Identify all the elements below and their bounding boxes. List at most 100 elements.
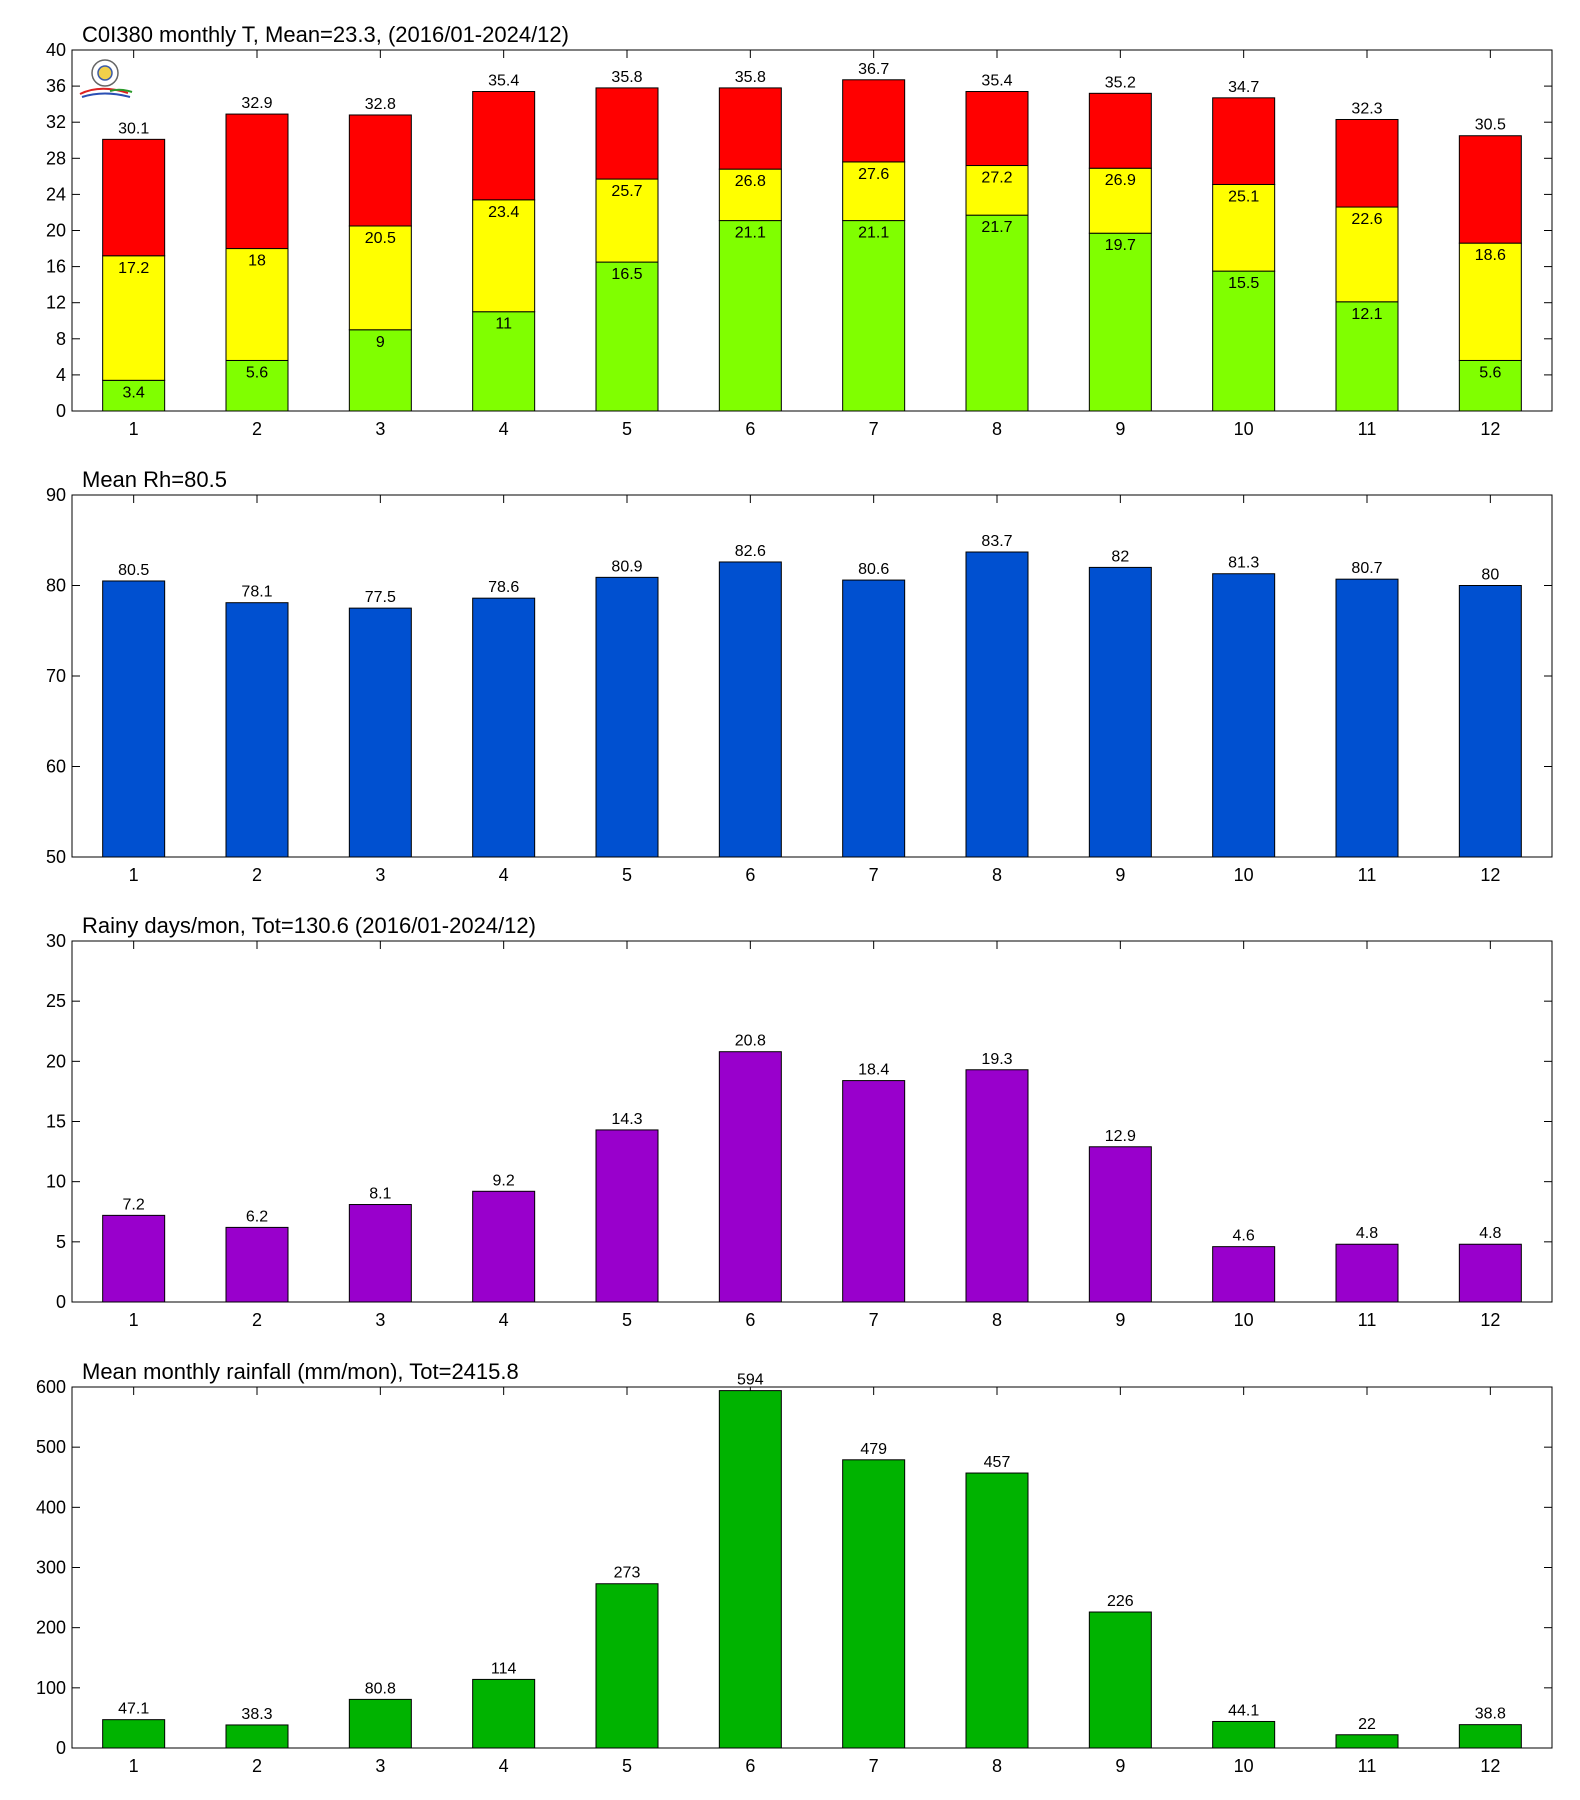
x-tick-label: 3	[375, 1310, 385, 1330]
bar	[1458, 1243, 1522, 1303]
y-tick-label: 50	[46, 847, 66, 867]
y-tick-label: 32	[46, 112, 66, 132]
y-tick-label: 40	[46, 40, 66, 60]
x-tick-label: 4	[499, 865, 509, 885]
bar	[718, 1390, 782, 1749]
bar	[595, 1129, 659, 1303]
bar	[842, 1459, 906, 1749]
bar-segment-max	[595, 87, 659, 180]
bar-segment-mean	[595, 178, 659, 263]
bar-segment-mean	[348, 225, 412, 331]
y-tick-label: 15	[46, 1112, 66, 1132]
x-tick-label: 6	[745, 1310, 755, 1330]
x-tick-label: 2	[252, 1310, 262, 1330]
bar-segment-max	[1458, 135, 1522, 244]
bar	[965, 1069, 1029, 1303]
x-tick-label: 1	[129, 419, 139, 439]
bar-segment-min	[718, 220, 782, 412]
bar-segment-max	[718, 87, 782, 170]
bar	[1335, 578, 1399, 858]
x-tick-label: 10	[1234, 1756, 1254, 1776]
data-label: 479	[860, 1441, 887, 1458]
bar	[1212, 1720, 1276, 1749]
y-tick-label: 12	[46, 293, 66, 313]
x-tick-label: 8	[992, 1310, 1002, 1330]
data-label: 80.8	[365, 1680, 396, 1697]
data-label-mean: 20.5	[365, 230, 396, 247]
data-label-max: 36.7	[858, 61, 889, 78]
data-label: 80.7	[1351, 560, 1382, 577]
bar	[842, 1080, 906, 1303]
data-label: 14.3	[611, 1111, 642, 1128]
x-tick-label: 7	[869, 1756, 879, 1776]
data-label: 7.2	[123, 1196, 145, 1213]
plot-area-frame	[71, 494, 1553, 858]
bar	[102, 1214, 166, 1303]
bar-segment-max	[102, 138, 166, 257]
x-tick-label: 5	[622, 1310, 632, 1330]
data-label: 47.1	[118, 1701, 149, 1718]
data-label-max: 35.4	[981, 73, 1012, 90]
bar	[718, 561, 782, 858]
x-tick-label: 5	[622, 865, 632, 885]
y-tick-label: 200	[36, 1618, 66, 1638]
data-label: 594	[737, 1372, 764, 1389]
x-tick-label: 11	[1358, 1310, 1377, 1330]
x-tick-label: 10	[1234, 419, 1254, 439]
x-tick-label: 9	[1115, 1756, 1125, 1776]
data-label-min: 5.6	[246, 364, 268, 381]
x-tick-label: 4	[499, 1756, 509, 1776]
bar-segment-min	[472, 311, 536, 412]
bar	[1458, 1724, 1522, 1749]
x-tick-label: 3	[375, 865, 385, 885]
bar-segment-max	[1335, 118, 1399, 208]
data-label: 9.2	[493, 1172, 515, 1189]
y-tick-label: 16	[46, 257, 66, 277]
bar	[225, 1226, 289, 1303]
x-tick-label: 6	[745, 419, 755, 439]
bar	[965, 551, 1029, 858]
y-tick-label: 4	[56, 365, 66, 385]
logo-swoosh-green	[109, 88, 133, 93]
chart-title: Mean monthly rainfall (mm/mon), Tot=2415…	[82, 1359, 519, 1384]
x-tick-label: 5	[622, 1756, 632, 1776]
data-label: 80.6	[858, 561, 889, 578]
data-label-max: 35.8	[611, 69, 642, 86]
data-label-mean: 26.9	[1105, 172, 1136, 189]
data-label: 80	[1481, 567, 1499, 584]
data-label: 78.6	[488, 579, 519, 596]
data-label: 18.4	[858, 1062, 889, 1079]
x-tick-label: 8	[992, 419, 1002, 439]
data-label-mean: 18	[248, 253, 266, 270]
bar	[472, 1678, 536, 1749]
x-tick-label: 1	[129, 865, 139, 885]
data-label: 8.1	[369, 1186, 391, 1203]
x-tick-label: 3	[375, 1756, 385, 1776]
bar-segment-mean	[225, 248, 289, 361]
data-label: 77.5	[365, 589, 396, 606]
x-tick-label: 8	[992, 865, 1002, 885]
x-tick-label: 10	[1234, 865, 1254, 885]
x-tick-label: 9	[1115, 865, 1125, 885]
bar-segment-min	[1088, 232, 1152, 412]
y-tick-label: 20	[46, 221, 66, 241]
logo-swoosh-blue	[81, 92, 131, 98]
plot-area-frame	[71, 49, 1553, 412]
data-label-min: 3.4	[123, 384, 145, 401]
logo-seal-core	[97, 65, 113, 81]
chart-title: Rainy days/mon, Tot=130.6 (2016/01-2024/…	[82, 913, 536, 938]
data-label: 80.9	[611, 558, 642, 575]
data-label: 44.1	[1228, 1702, 1259, 1719]
y-tick-label: 28	[46, 148, 66, 168]
y-tick-label: 90	[46, 485, 66, 505]
bar	[348, 607, 412, 858]
data-label: 273	[614, 1565, 641, 1582]
bar	[102, 1719, 166, 1749]
bar	[595, 576, 659, 858]
y-tick-label: 600	[36, 1377, 66, 1397]
data-label: 457	[984, 1454, 1011, 1471]
x-tick-label: 9	[1115, 419, 1125, 439]
x-tick-label: 10	[1234, 1310, 1254, 1330]
x-tick-label: 12	[1480, 1310, 1500, 1330]
